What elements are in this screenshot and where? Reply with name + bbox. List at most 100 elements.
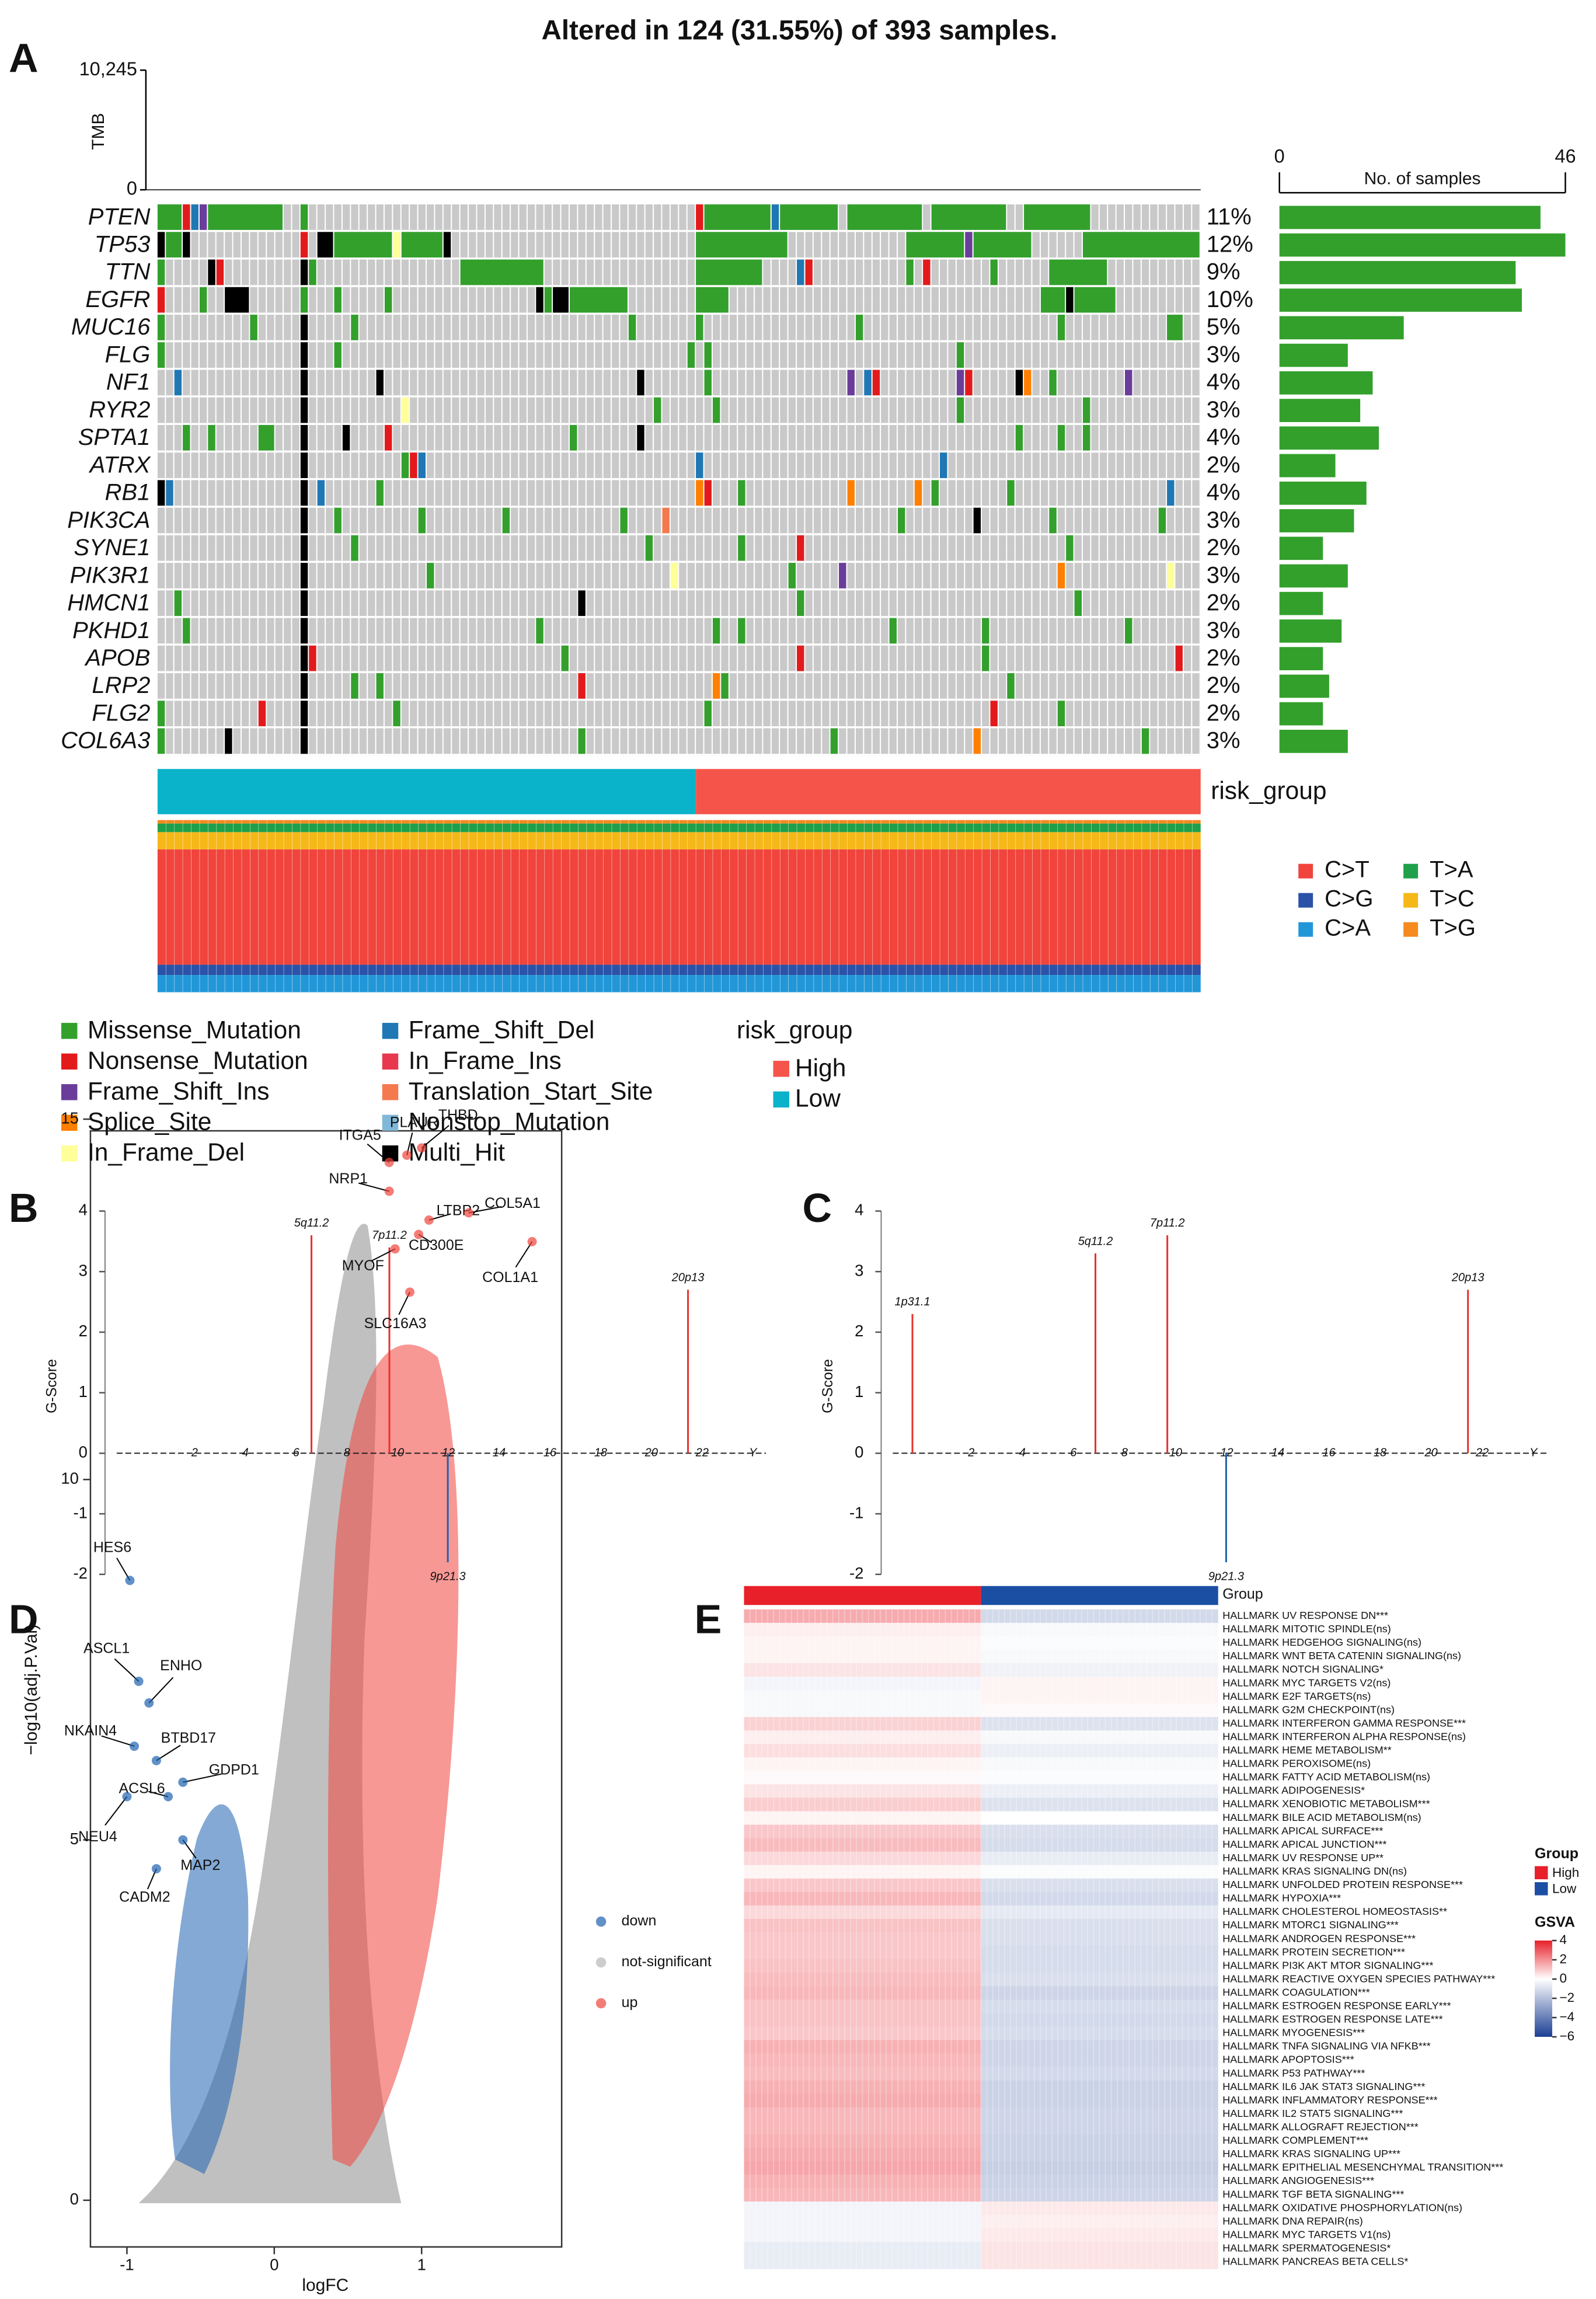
gene-label: GDPD1 — [209, 1761, 259, 1778]
count-bar — [1279, 481, 1367, 505]
mutation-cell — [157, 315, 165, 340]
heat-legend-swatch — [1535, 1866, 1548, 1880]
mutation-cell — [216, 259, 224, 285]
gene-label: NRP1 — [329, 1171, 368, 1187]
chromosome-label: 10 — [391, 1447, 404, 1459]
mutation-cell — [578, 728, 586, 754]
mutation-cell — [334, 232, 392, 258]
mutation-cell — [797, 259, 804, 285]
gene-label: COL5A1 — [485, 1195, 541, 1211]
labeled-gene-point — [464, 1208, 474, 1218]
titv-legend-label: T>C — [1430, 886, 1475, 912]
heat-cell-high — [744, 1838, 981, 1852]
mutation-cell — [637, 370, 644, 396]
gsva-tick-label: −4 — [1560, 2009, 1575, 2024]
mutation-cell — [393, 701, 400, 727]
mutation-cell — [1049, 259, 1107, 285]
mutation-cell — [872, 370, 880, 396]
heat-legend-label: High — [1552, 1865, 1579, 1880]
oncoplot-title: Altered in 124 (31.55%) of 393 samples. — [542, 15, 1058, 46]
mutation-cell — [797, 590, 804, 616]
mutation-cell — [1057, 701, 1065, 727]
count-tick-label: 46 — [1555, 146, 1576, 167]
mutation-cell — [393, 232, 400, 258]
mutation-cell — [864, 370, 872, 396]
gene-percent: 3% — [1207, 507, 1240, 533]
labeled-gene-point — [384, 1186, 394, 1196]
heat-cell-low — [981, 1865, 1218, 1879]
pathway-label: HALLMARK PEROXISOME(ns) — [1222, 1758, 1371, 1769]
mutation-cell — [443, 232, 451, 258]
heat-cell-low — [981, 2107, 1218, 2122]
heat-cell-low — [981, 1622, 1218, 1637]
pathway-label: HALLMARK APICAL SURFACE*** — [1222, 1825, 1383, 1837]
gene-name: LRP2 — [92, 673, 150, 698]
heat-cell-low — [981, 1878, 1218, 1893]
heat-cell-low — [981, 1704, 1218, 1718]
pathway-label: HALLMARK INTERFERON ALPHA RESPONSE(ns) — [1222, 1730, 1466, 1742]
mutation-cell — [1175, 645, 1183, 671]
mutation-cell — [376, 370, 384, 396]
mutation-cell — [1083, 397, 1090, 423]
volcano-y-tick-label: 15 — [61, 1109, 79, 1127]
mutation-cell — [157, 232, 165, 258]
mutation-cell — [1007, 480, 1015, 506]
mutation-cell — [166, 480, 173, 506]
mutation-cell — [1066, 535, 1074, 561]
gene-label-connector — [183, 1773, 222, 1783]
mutation-cell — [460, 259, 543, 285]
g-tick-label: 2 — [855, 1322, 863, 1340]
count-bar — [1279, 454, 1336, 478]
pathway-label: HALLMARK KRAS SIGNALING DN(ns) — [1222, 1865, 1407, 1877]
mutation-cell — [797, 535, 804, 561]
mutation-cell — [401, 452, 409, 478]
mutation-cell — [1125, 618, 1132, 644]
volcano-legend-dot — [595, 1998, 607, 2009]
heat-cell-high — [744, 1744, 981, 1758]
heat-cell-low — [981, 2215, 1218, 2229]
heat-cell-low — [981, 1932, 1218, 1946]
gene-label: HES6 — [93, 1539, 131, 1556]
pathway-label: HALLMARK MYC TARGETS V2(ns) — [1222, 1677, 1391, 1688]
gene-label: MAP2 — [180, 1857, 220, 1873]
count-bar — [1279, 399, 1361, 422]
mutation-cell — [157, 728, 165, 754]
pathway-label: HALLMARK UV RESPONSE DN*** — [1222, 1610, 1388, 1621]
gene-label: THBD — [438, 1107, 478, 1123]
pathway-label: HALLMARK WNT BETA CATENIN SIGNALING(ns) — [1222, 1650, 1461, 1661]
pathway-label: HALLMARK COAGULATION*** — [1222, 1986, 1370, 1998]
chromosome-label: 22 — [1475, 1447, 1489, 1459]
mutation-cell — [300, 480, 308, 506]
gene-name: MUC16 — [71, 314, 151, 340]
risk-legend-swatch — [773, 1061, 790, 1077]
g-tick-label: 2 — [79, 1322, 88, 1340]
volcano-legend-label: up — [622, 1994, 638, 2011]
gene-label-connector — [114, 1658, 140, 1682]
heat-cell-low — [981, 2120, 1218, 2135]
mutation-cell — [670, 563, 678, 588]
mutation-cell — [536, 287, 543, 313]
mutation-cell — [191, 204, 198, 230]
chromosome-label: 6 — [293, 1447, 300, 1459]
heat-cell-low — [981, 2161, 1218, 2175]
gene-name: EGFR — [85, 287, 150, 312]
mutation-cell — [334, 342, 341, 368]
heat-cell-low — [981, 2053, 1218, 2068]
mutation-cell — [334, 287, 341, 313]
mutation-cell — [317, 480, 325, 506]
pathway-label: HALLMARK MITOTIC SPINDLE(ns) — [1222, 1623, 1391, 1635]
mutation-cell — [847, 204, 922, 230]
heat-cell-high — [744, 1649, 981, 1664]
mutation-cell — [738, 535, 745, 561]
chromosome-label: 18 — [1374, 1447, 1386, 1459]
heat-cell-low — [981, 1744, 1218, 1758]
mutation-cell — [628, 315, 636, 340]
heat-cell-low — [981, 2000, 1218, 2014]
mutation-cell — [309, 259, 316, 285]
gene-row — [157, 480, 1201, 508]
mutation-cell — [687, 342, 695, 368]
mutation-cell — [704, 204, 771, 230]
mutation-cell — [855, 315, 863, 340]
pathway-label: HALLMARK MYC TARGETS V1(ns) — [1222, 2228, 1391, 2240]
